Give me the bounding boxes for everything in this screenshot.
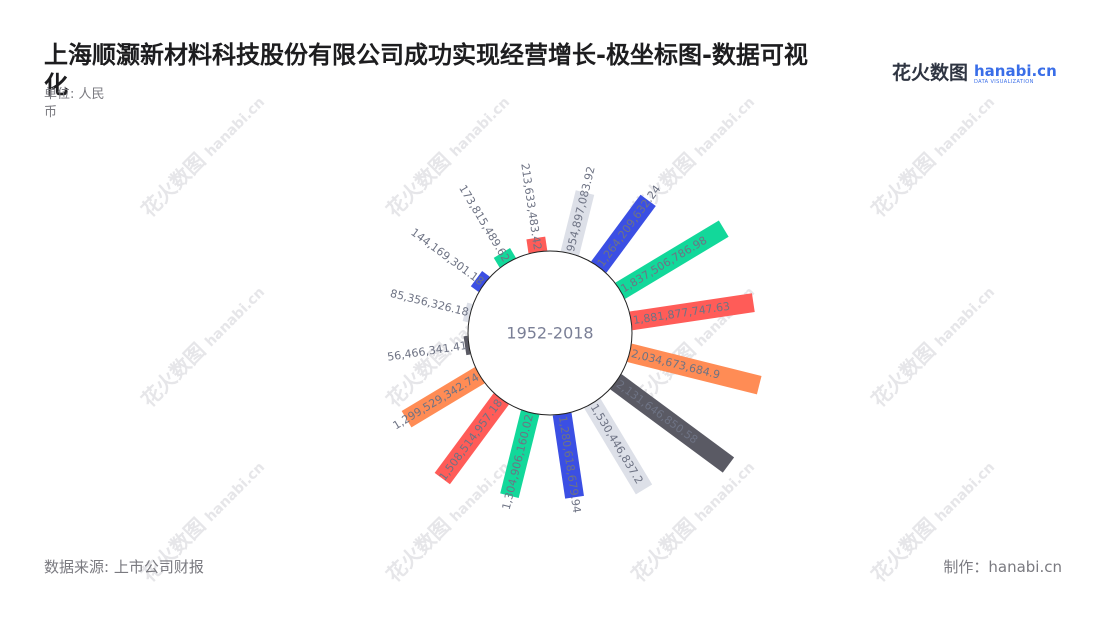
center-circle [467,250,633,416]
bar-4 [627,343,762,395]
center-label: 1952-2018 [506,324,593,343]
bar-14 [493,248,516,268]
credit-link[interactable]: 制作：hanabi.cn [943,558,1062,576]
bar-12 [462,302,473,323]
data-label-6: 1,530,446,837.2 [588,402,646,487]
data-label-13: 144,169,301.18 [408,226,486,288]
data-label-5: 2,131,646,850.58 [614,378,700,447]
data-label-11: 56,466,341.41 [386,339,468,364]
data-label-10: 1,299,529,342.74 [391,371,482,433]
data-label-1: 1,264,209,632.24 [595,183,664,269]
brand-name-en: hanabi.cn [974,62,1057,80]
bar-9 [434,393,509,485]
data-label-2: 1,837,506,786.98 [619,234,710,296]
bar-11 [463,335,471,356]
bars-group [401,190,762,499]
data-label-9: 1,508,514,957.18 [437,397,506,483]
bar-7 [552,412,584,499]
data-label-12: 85,356,326.18 [389,287,470,319]
bar-5 [610,374,735,473]
bar-0 [560,190,595,256]
bar-1 [591,194,656,273]
bar-8 [500,410,540,499]
bar-15 [526,236,548,254]
brand-name-cn: 花火数图 [892,62,969,84]
data-source: 数据来源: 上市公司财报 [44,558,204,576]
data-label-15: 213,633,483.42 [518,162,544,250]
bar-6 [584,398,653,495]
bar-3 [629,293,755,331]
unit-label: 单位: 人民币 [44,87,105,120]
brand-logo: 花火数图 hanabi.cn DATA VISUALIZATION [892,60,1057,86]
bar-10 [401,367,485,428]
bar-13 [470,270,490,292]
bar-2 [615,220,729,299]
data-label-14: 173,815,489.62 [456,183,512,265]
brand-subtitle: DATA VISUALIZATION [974,79,1034,85]
page-title: 上海顺灏新材料科技股份有限公司成功实现经营增长-极坐标图-数据可视化 [44,41,808,99]
